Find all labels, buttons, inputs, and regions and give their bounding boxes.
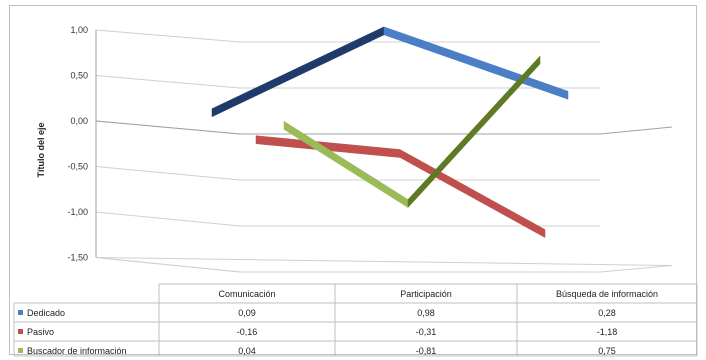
gridline (95, 211, 600, 227)
series-segment (399, 149, 546, 238)
y-axis-title: Título del eje (36, 122, 46, 177)
series-segment (211, 26, 385, 118)
gridline (95, 29, 600, 43)
data-label: 0,75 (598, 346, 616, 356)
legend-entry: Buscador de información (27, 346, 127, 356)
y-tick-label: 0,50 (70, 71, 88, 81)
series-lines (211, 26, 569, 238)
data-label: 0,98 (417, 308, 435, 318)
y-tick-label: -0,50 (67, 162, 88, 172)
data-table: Comunicación Participación Búsqueda de inf… (13, 283, 698, 357)
legend-swatch (18, 310, 23, 315)
legend-swatch (18, 329, 23, 334)
y-tick-label: 1,00 (70, 25, 88, 35)
data-label: -0,81 (416, 346, 437, 356)
data-label: 0,04 (238, 346, 256, 356)
data-label: -0,16 (237, 327, 258, 337)
gridline (95, 166, 600, 181)
y-tick-label: -1,50 (67, 253, 88, 263)
x-category-label: Participación (400, 289, 452, 299)
chart-grid (95, 29, 673, 273)
data-label: -1,18 (597, 327, 618, 337)
y-tick-label: -1,00 (67, 207, 88, 217)
legend-entry: Pasivo (27, 327, 54, 337)
series-segment (407, 55, 541, 209)
y-axis: 1,00 0,50 0,00 -0,50 -1,00 -1,50 (67, 25, 88, 263)
data-label: 0,28 (598, 308, 616, 318)
x-category-label: Comunicación (218, 289, 275, 299)
data-label: 0,09 (238, 308, 256, 318)
x-category-label: Búsqueda de información (556, 289, 658, 299)
gridline (95, 75, 600, 89)
floor (95, 257, 673, 273)
data-label: -0,31 (416, 327, 437, 337)
zero-line (95, 120, 673, 135)
legend-swatch (18, 348, 23, 353)
legend-entry: Dedicado (27, 308, 65, 318)
y-tick-label: 0,00 (70, 116, 88, 126)
